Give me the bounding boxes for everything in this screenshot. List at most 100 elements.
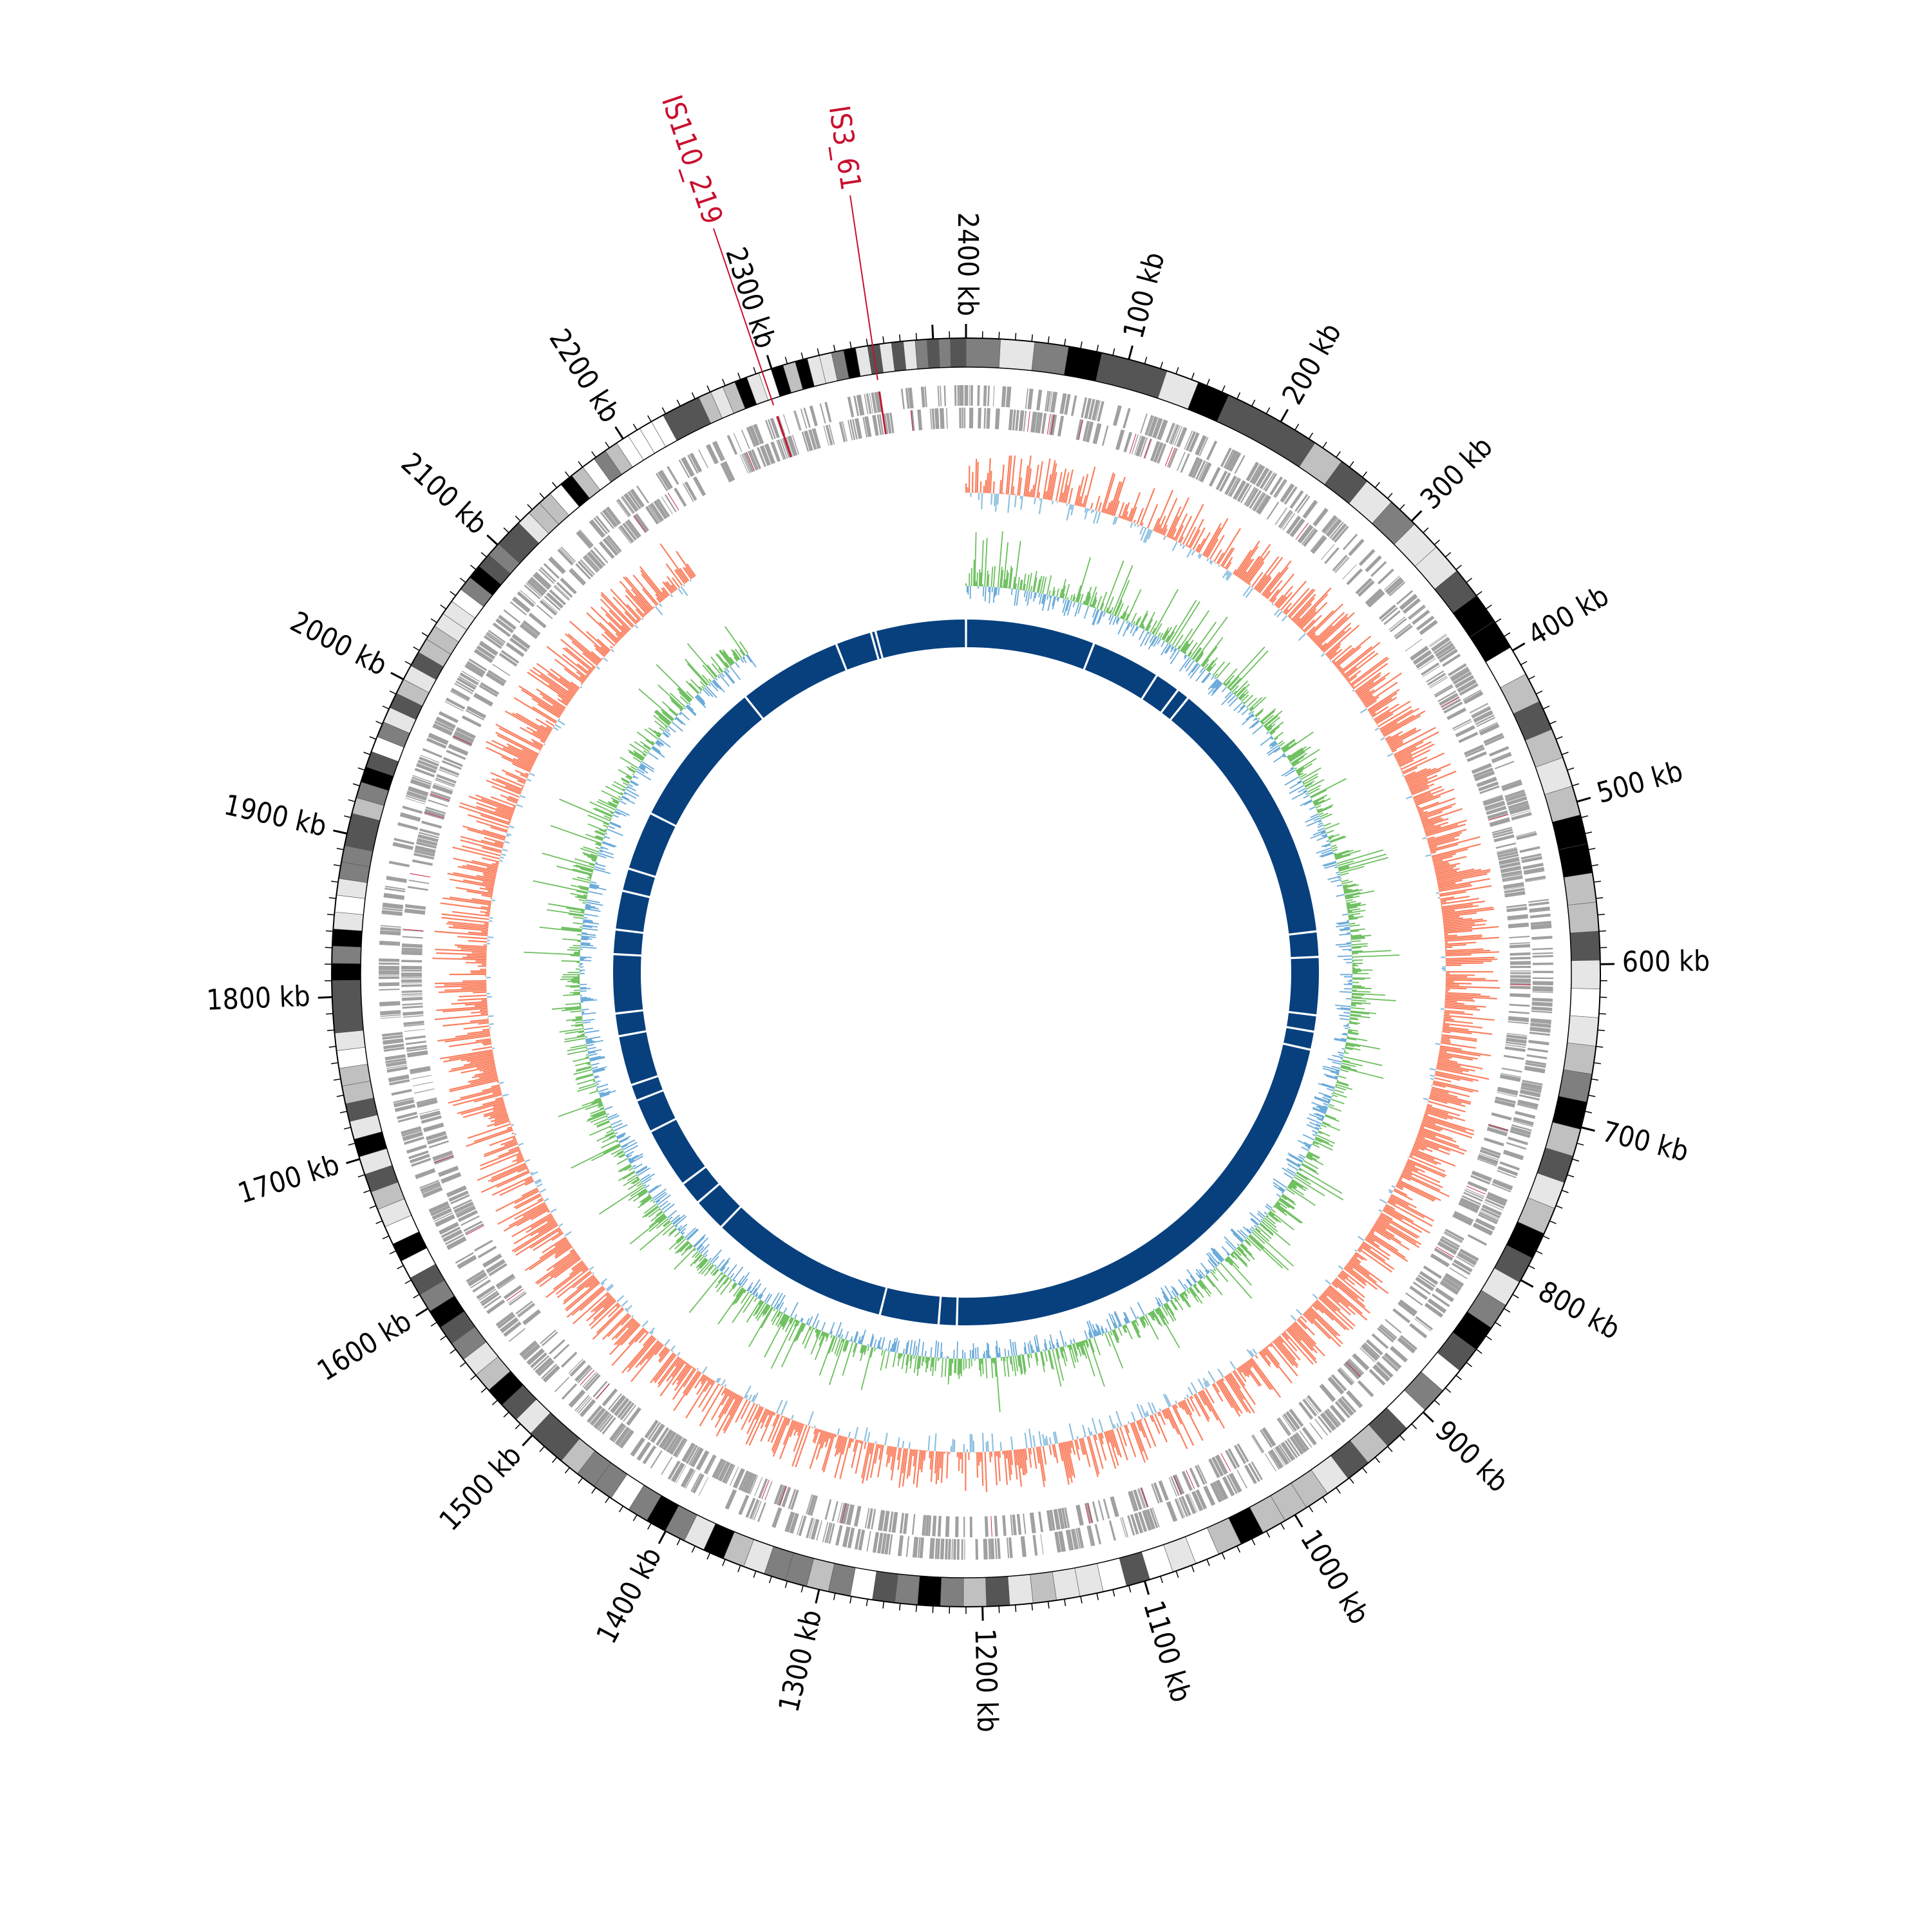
is-fragment	[506, 1289, 524, 1302]
gc-skew-bar	[1438, 1053, 1473, 1061]
gc-skew-bar	[1211, 1383, 1224, 1402]
gc-content-bar	[1338, 857, 1388, 872]
gc-skew-bar	[1442, 1029, 1472, 1034]
gene	[464, 1223, 484, 1235]
gc-content-bar	[996, 587, 998, 595]
gene	[1195, 460, 1206, 480]
minor-tick	[1444, 1387, 1452, 1393]
gene	[806, 1494, 813, 1515]
gc-content-bar	[1231, 1228, 1245, 1242]
gc-skew-bar	[1381, 1212, 1393, 1220]
gene	[587, 1405, 603, 1423]
gene	[1025, 388, 1028, 409]
gc-skew-bar	[1445, 982, 1472, 985]
gc-skew-bar	[809, 1430, 823, 1470]
gc-content-bar	[1041, 594, 1045, 604]
minor-tick	[1096, 345, 1099, 352]
gc-skew-bar	[1395, 1185, 1404, 1191]
gc-skew-bar	[486, 746, 532, 770]
gene	[1020, 1536, 1027, 1557]
gc-content-bar	[1204, 663, 1209, 669]
gene	[1434, 684, 1453, 696]
gc-skew-bar	[1290, 1314, 1297, 1321]
minor-tick	[1322, 441, 1327, 448]
gc-skew-bar	[473, 1094, 502, 1103]
gc-content-bar	[1153, 1309, 1155, 1311]
gene	[1511, 1124, 1532, 1132]
gc-skew-bar	[527, 671, 571, 703]
gc-skew-bar	[676, 569, 687, 583]
gc-content-bar	[628, 1155, 638, 1161]
gc-skew-bar	[1291, 1324, 1318, 1354]
gc-content-bar	[782, 1315, 790, 1328]
gc-skew-bar	[1265, 591, 1271, 599]
gc-content-bar	[674, 1215, 687, 1227]
gene	[726, 435, 738, 455]
gc-content-bar	[1122, 1312, 1130, 1323]
gc-skew-bar	[1437, 1058, 1458, 1063]
gc-content-bar	[1180, 1293, 1191, 1308]
gene	[1526, 1054, 1548, 1059]
gc-skew-bar	[1306, 626, 1316, 636]
gc-content-bar	[1023, 1347, 1027, 1355]
gc-skew-bar	[851, 1439, 859, 1468]
gene	[1450, 667, 1470, 682]
gc-content-bar	[1314, 1097, 1330, 1104]
gene	[612, 1425, 627, 1443]
gc-skew-bar	[1217, 1380, 1241, 1417]
gene	[533, 574, 549, 590]
gc-content-bar	[1260, 735, 1273, 746]
gene	[1073, 1528, 1079, 1549]
gene	[1029, 1512, 1036, 1533]
gene	[747, 450, 759, 471]
gene	[1523, 867, 1545, 875]
gc-skew-bar	[1310, 1305, 1313, 1308]
gene	[1437, 1241, 1457, 1255]
gene	[1070, 395, 1077, 416]
gc-skew-bar	[1023, 1448, 1028, 1473]
ideogram-band	[950, 337, 963, 368]
gc-skew-bar	[1357, 1249, 1361, 1253]
gc-skew-bar	[1325, 1279, 1331, 1285]
gene	[1381, 1356, 1399, 1372]
gene	[1509, 936, 1530, 939]
gc-content-bar	[629, 1159, 635, 1163]
major-tick	[1410, 510, 1423, 522]
gc-skew-bar	[1273, 1340, 1298, 1368]
gc-content-bar	[1084, 587, 1092, 605]
gc-content-bar	[1160, 640, 1166, 647]
gc-skew-bar	[1406, 1160, 1445, 1178]
gc-content-bar	[1133, 1320, 1137, 1323]
gene	[1505, 793, 1526, 802]
gc-skew-bar	[1300, 601, 1328, 630]
gene	[428, 799, 448, 808]
minor-tick	[1175, 1571, 1179, 1578]
minor-tick	[1349, 461, 1354, 468]
gene	[1396, 590, 1414, 605]
gc-content-bar	[1151, 1311, 1160, 1325]
gc-content-bar	[1030, 1353, 1032, 1359]
gene	[1278, 1444, 1291, 1463]
gc-skew-bar	[625, 594, 645, 617]
gc-skew-bar	[1354, 672, 1381, 692]
gc-skew-bar	[467, 828, 506, 841]
minor-tick	[849, 1596, 852, 1604]
gc-content-bar	[1345, 1043, 1361, 1047]
gc-skew-bar	[779, 1420, 795, 1459]
gene	[1532, 988, 1553, 992]
gc-content-bar	[1281, 768, 1294, 777]
gc-skew-bar	[1394, 746, 1417, 759]
gene	[463, 1220, 483, 1232]
gc-skew-bar	[1418, 810, 1424, 814]
gene	[664, 494, 677, 513]
gene	[1320, 544, 1335, 560]
gc-content-bar	[944, 1358, 947, 1377]
gene	[824, 1522, 831, 1543]
gene	[556, 582, 573, 598]
gc-skew-bar	[1336, 665, 1341, 669]
gene	[1509, 805, 1530, 815]
gc-content-bar	[598, 1088, 609, 1093]
gc-skew-bar	[1441, 905, 1479, 911]
gc-skew-bar	[1065, 469, 1074, 504]
gene	[945, 1516, 950, 1537]
